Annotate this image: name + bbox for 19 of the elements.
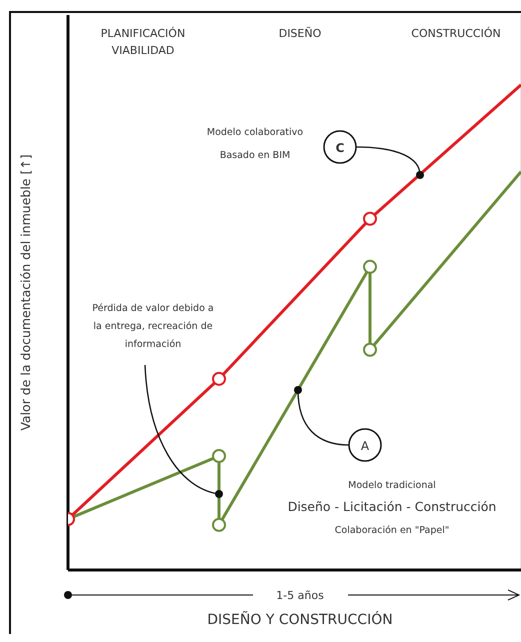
annotation: Diseño - Licitación - Construcción [288,499,496,514]
annotation: A [360,439,370,453]
y-axis-title: Valor de la documentación del inmueble [↑] [18,154,33,431]
x-axis-title: DISEÑO Y CONSTRUCCIÓN [207,611,393,628]
annotation: C [336,141,345,155]
point [212,448,226,463]
text: PLANIFICACIÓN VIABILIDAD [100,26,186,57]
text: Modelo colaborativo Basado en BIM [206,127,304,161]
annotation: Pérdida de valor debido a la entrega, recreación de información [92,303,214,350]
text: DISEÑO [278,26,322,40]
point [212,518,226,532]
text: CONSTRUCCIÓN [411,26,501,40]
point [363,342,377,357]
point [212,372,226,386]
point [363,212,377,226]
point [363,260,377,274]
text: 1-5 años [276,589,324,602]
annotation: Colaboración en "Papel" [334,525,450,536]
annotation: Modelo tradicional [348,480,436,491]
